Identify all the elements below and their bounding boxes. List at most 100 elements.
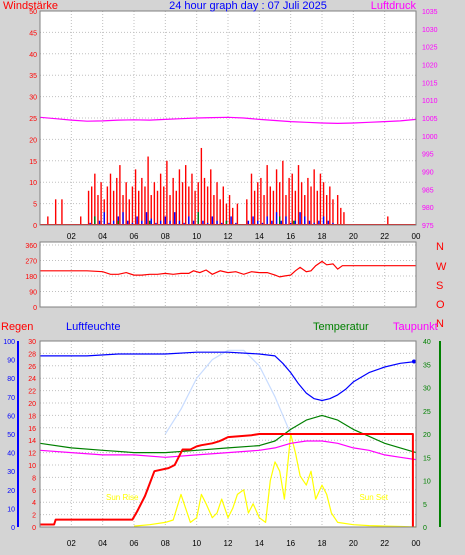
sunset-label: Sun Set <box>359 493 388 502</box>
wind-bar <box>294 190 297 225</box>
wind-bar <box>329 186 331 225</box>
light-blue-line <box>164 349 292 435</box>
wind-average-bar <box>145 212 148 225</box>
y-tick-label: 1000 <box>422 134 438 141</box>
y-tick-label: 40 <box>423 339 431 346</box>
wind-bar <box>109 173 112 225</box>
wind-average-bar <box>159 220 162 225</box>
ylabel-taupunkt: Taupunkt <box>393 321 438 333</box>
plot-frame <box>39 241 417 308</box>
x-tick-label: 08 <box>161 232 170 241</box>
wind-average-bar <box>202 220 204 225</box>
wind-average-bar <box>266 216 268 225</box>
wind-bar <box>191 173 193 225</box>
wind-average-bar <box>322 216 325 225</box>
wind-average-bar <box>247 220 250 225</box>
ylabel-luftfeuchte: Luftfeuchte <box>66 321 120 333</box>
y-tick-label: 90 <box>29 290 37 297</box>
y-tick-label: 270 <box>25 259 37 266</box>
wind-bar <box>297 165 300 225</box>
wind-bar <box>288 177 290 225</box>
wind-bar <box>260 177 262 225</box>
temperature-line <box>39 414 417 454</box>
wind-average-bar <box>183 222 185 225</box>
wind-bar-green <box>117 220 120 225</box>
wind-bar <box>112 190 115 225</box>
wind-bar <box>188 186 190 225</box>
wind-bar <box>203 177 206 225</box>
y-tick-label: 25 <box>29 116 37 123</box>
dewpoint-line <box>39 440 417 461</box>
x-tick-label: 02 <box>67 539 76 548</box>
x-tick-label: 04 <box>98 232 107 241</box>
wind-bar-green <box>279 216 281 225</box>
x-tick-label: 14 <box>255 539 264 548</box>
x-tick-label: 18 <box>318 232 327 241</box>
wind-average-bar <box>112 220 115 225</box>
wind-bar <box>319 173 322 225</box>
wind-average-bar <box>98 220 101 225</box>
y-tick-label: 5 <box>423 502 427 509</box>
y-tick-label: 0 <box>11 525 15 532</box>
wind-bar <box>131 186 134 225</box>
wind-bar-green <box>225 220 228 225</box>
wind-bar <box>336 195 339 225</box>
wind-bar <box>147 156 149 225</box>
wind-bar <box>253 190 256 225</box>
wind-bar <box>116 177 118 225</box>
y-tick-label: 20 <box>29 137 37 144</box>
climate-series: Sun Rise Sun Set <box>39 349 417 528</box>
y-tick-label: 1035 <box>422 9 438 16</box>
y-tick-label: 1025 <box>422 45 438 52</box>
wind-average-bar <box>318 220 320 225</box>
x-tick-label: 06 <box>130 539 139 548</box>
y-tick-label: 35 <box>423 362 431 369</box>
direction-label: N <box>436 318 444 330</box>
wind-pressure-panel: 0510152025303540455097598098599099510001… <box>3 0 438 241</box>
wind-average-bar <box>280 220 282 225</box>
wind-bar <box>166 160 168 225</box>
y-tick-label: 20 <box>423 432 431 439</box>
wind-average-bar <box>150 218 152 225</box>
wind-bar <box>222 186 224 225</box>
wind-average-bar <box>211 216 214 225</box>
wind-bar <box>134 169 137 225</box>
wind-average-bar <box>127 220 129 225</box>
y-tick-label: 25 <box>423 409 431 416</box>
y-tick-label: 995 <box>422 152 434 159</box>
wind-bar <box>122 195 124 225</box>
wind-average-bar <box>332 222 334 225</box>
y-tick-label: 15 <box>423 455 431 462</box>
y-tick-label: 990 <box>422 170 434 177</box>
wind-average-bar <box>103 212 105 225</box>
wind-average-bar <box>164 216 167 225</box>
wind-bar <box>61 199 63 225</box>
y-tick-label: 45 <box>29 30 37 37</box>
wind-bar <box>257 182 259 225</box>
y-tick-label: 20 <box>28 401 36 408</box>
yellow-line <box>133 433 417 528</box>
wind-bar <box>97 195 99 225</box>
y-tick-label: 22 <box>28 389 36 396</box>
y-tick-label: 16 <box>28 426 36 433</box>
wind-average-bar <box>304 216 306 225</box>
ylabel-temperatur: Temperatur <box>313 321 369 333</box>
y-tick-label: 10 <box>7 506 15 513</box>
wind-bar <box>181 182 184 225</box>
y-tick-label: 4 <box>32 500 36 507</box>
y-tick-label: 10 <box>423 479 431 486</box>
y-tick-label: 50 <box>7 432 15 439</box>
wind-average-bar <box>308 220 311 225</box>
wind-average-bar <box>141 220 143 225</box>
wind-bar <box>210 169 212 225</box>
y-tick-label: 24 <box>28 376 36 383</box>
y-tick-label: 70 <box>7 395 15 402</box>
wind-bar <box>163 186 165 225</box>
x-tick-label: 22 <box>380 539 389 548</box>
y-tick-label: 1010 <box>422 98 438 105</box>
wind-average-bar <box>178 220 181 225</box>
wind-average-bar <box>122 212 124 225</box>
x-tick-label: 16 <box>286 539 295 548</box>
